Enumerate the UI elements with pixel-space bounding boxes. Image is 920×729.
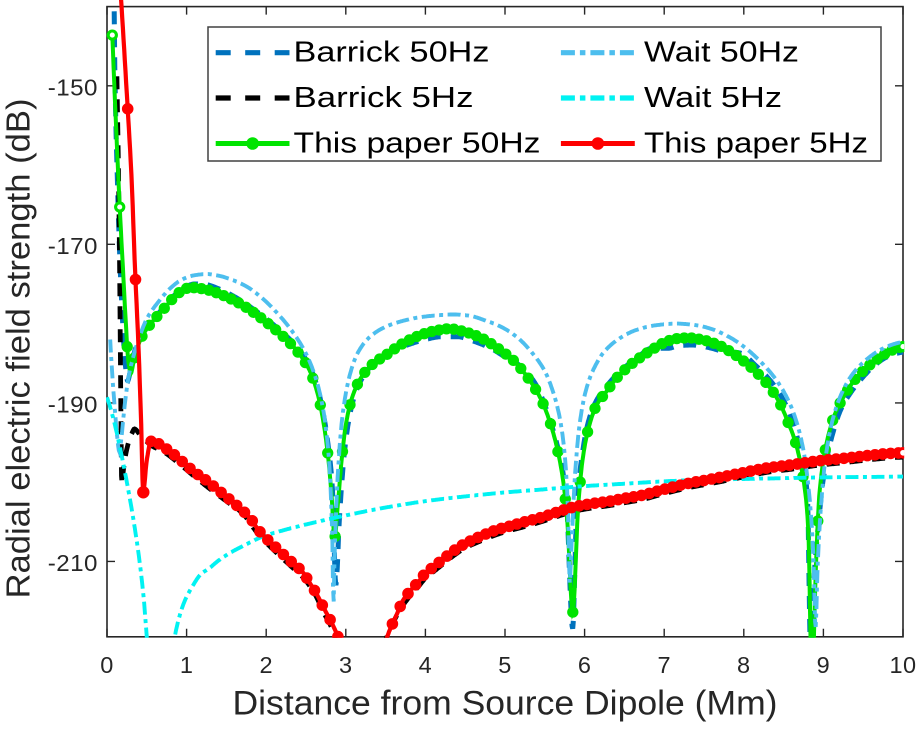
svg-text:3: 3 [339,652,352,678]
svg-text:Distance from Source Dipole (M: Distance from Source Dipole (Mm) [233,685,778,723]
svg-text:8: 8 [737,652,750,678]
svg-text:Wait 50Hz: Wait 50Hz [644,37,799,69]
svg-text:Barrick 50Hz: Barrick 50Hz [294,37,490,69]
svg-text:1: 1 [180,652,193,678]
svg-text:0: 0 [100,652,113,678]
svg-text:9: 9 [817,652,830,678]
svg-text:Barrick 5Hz: Barrick 5Hz [294,82,474,114]
svg-text:-170: -170 [48,233,98,259]
svg-text:4: 4 [419,652,432,678]
svg-text:5: 5 [498,652,511,678]
svg-text:Wait 5Hz: Wait 5Hz [644,82,782,114]
svg-text:-210: -210 [48,550,98,576]
svg-text:6: 6 [578,652,591,678]
svg-text:7: 7 [657,652,670,678]
svg-text:-150: -150 [48,75,98,101]
svg-text:Radial electric field strength: Radial electric field strength (dB) [1,99,38,599]
svg-text:This paper 5Hz: This paper 5Hz [644,127,868,159]
svg-text:2: 2 [259,652,272,678]
svg-text:10: 10 [890,652,917,678]
svg-text:This paper 50Hz: This paper 50Hz [294,127,541,159]
svg-text:-190: -190 [48,392,98,418]
